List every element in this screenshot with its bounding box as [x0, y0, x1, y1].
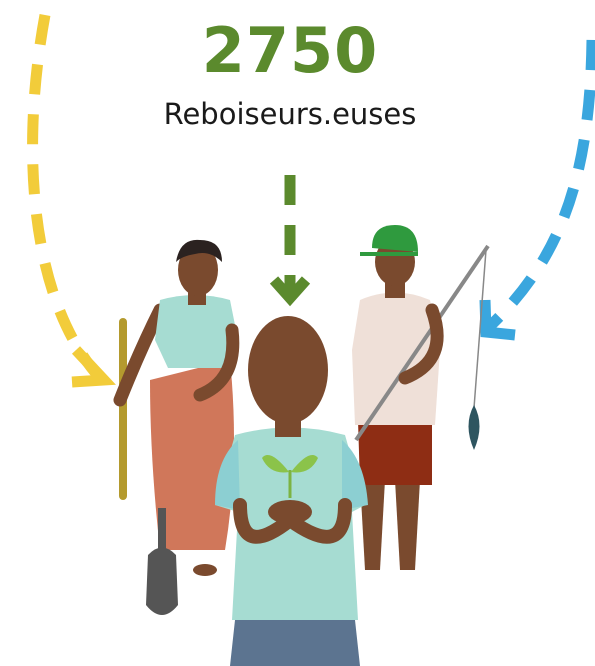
fisherman — [352, 225, 488, 570]
figure-label: Reboiseurs.euses — [164, 97, 417, 131]
child — [215, 316, 368, 666]
arrow-left — [33, 15, 100, 378]
arrowhead-right — [485, 300, 515, 335]
illustration: 2750 Reboiseurs.euses — [0, 0, 595, 666]
arrowhead-left — [72, 350, 104, 382]
page: 2750 Reboiseurs.euses — [0, 0, 595, 666]
woman — [119, 240, 238, 615]
arrow-right — [488, 40, 592, 328]
figure-value: 2750 — [202, 14, 379, 87]
